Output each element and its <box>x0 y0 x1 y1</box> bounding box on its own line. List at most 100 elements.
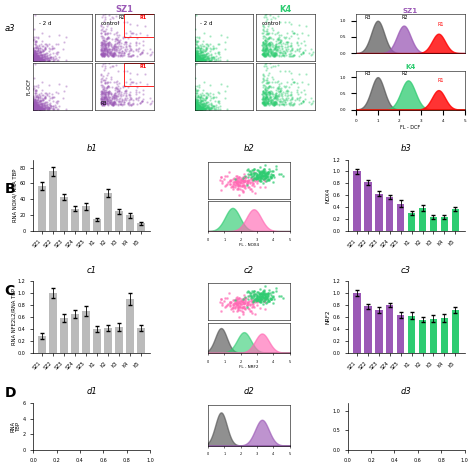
Point <box>266 173 274 180</box>
Point <box>273 36 281 43</box>
Point <box>279 100 287 108</box>
Title: K4: K4 <box>280 5 292 14</box>
Point <box>197 56 204 64</box>
Point <box>191 56 199 64</box>
Point <box>194 104 202 112</box>
Point <box>260 99 268 107</box>
Point <box>191 101 199 109</box>
Point <box>196 98 204 106</box>
Point <box>232 300 239 307</box>
Point <box>238 304 246 312</box>
Point <box>199 103 207 110</box>
Point <box>260 289 267 296</box>
Point <box>49 103 57 110</box>
Point <box>193 39 201 46</box>
Point <box>101 98 109 106</box>
Point <box>255 174 262 182</box>
Point <box>285 50 293 58</box>
Point <box>210 45 217 52</box>
Point <box>30 101 38 109</box>
Point <box>109 50 117 57</box>
Point <box>266 40 274 47</box>
Point <box>270 49 278 56</box>
Point <box>123 94 130 102</box>
Point <box>114 92 122 100</box>
Point <box>333 96 341 103</box>
Point <box>259 294 266 302</box>
Point <box>108 92 116 100</box>
Point <box>36 97 43 105</box>
Point <box>41 56 49 64</box>
Point <box>198 106 205 113</box>
Point <box>247 292 255 300</box>
Point <box>263 79 270 87</box>
Point <box>236 178 244 185</box>
Point <box>32 52 40 60</box>
Point <box>38 55 46 63</box>
Point <box>195 96 202 104</box>
Point <box>107 89 114 97</box>
Point <box>276 36 283 44</box>
Point <box>269 99 277 107</box>
Point <box>46 51 54 58</box>
Point <box>51 44 58 52</box>
Point <box>229 301 237 309</box>
Point <box>113 46 121 54</box>
Point <box>191 52 199 59</box>
Point <box>191 99 199 107</box>
Point <box>101 93 109 101</box>
Point <box>212 44 219 52</box>
Point <box>101 47 109 55</box>
Point <box>270 94 277 102</box>
Point <box>101 100 109 108</box>
Point <box>107 97 114 104</box>
Point <box>121 46 128 54</box>
Point <box>236 294 243 302</box>
Point <box>206 103 213 111</box>
Point <box>261 46 269 54</box>
Point <box>286 101 294 109</box>
Point <box>278 99 286 106</box>
Point <box>282 100 290 108</box>
Point <box>200 47 207 55</box>
Point <box>97 94 105 101</box>
Point <box>301 37 308 45</box>
Point <box>192 98 200 105</box>
Point <box>34 35 42 42</box>
Point <box>110 49 118 57</box>
Point <box>125 42 133 50</box>
Point <box>30 55 38 63</box>
Point <box>32 86 40 94</box>
Point <box>37 105 45 112</box>
Point <box>259 43 267 50</box>
Point <box>253 295 261 303</box>
Point <box>268 89 276 97</box>
Point <box>206 103 213 111</box>
Point <box>260 52 267 59</box>
Point <box>275 32 283 39</box>
Point <box>106 47 113 55</box>
Point <box>48 102 55 109</box>
Point <box>30 55 37 62</box>
Point <box>196 55 204 62</box>
Point <box>30 48 37 55</box>
Point <box>200 102 208 110</box>
Point <box>100 18 108 25</box>
Point <box>198 55 205 63</box>
Point <box>138 97 146 104</box>
Point <box>201 52 209 59</box>
Point <box>109 44 117 51</box>
Point <box>30 33 38 41</box>
Point <box>192 102 200 110</box>
Point <box>125 91 133 99</box>
Point <box>193 51 201 59</box>
Point <box>340 101 347 109</box>
Point <box>133 90 140 97</box>
Point <box>250 174 257 182</box>
Point <box>196 54 203 61</box>
Point <box>240 177 247 185</box>
Point <box>197 92 205 100</box>
Point <box>100 100 108 108</box>
Point <box>200 37 207 45</box>
Point <box>35 49 42 57</box>
